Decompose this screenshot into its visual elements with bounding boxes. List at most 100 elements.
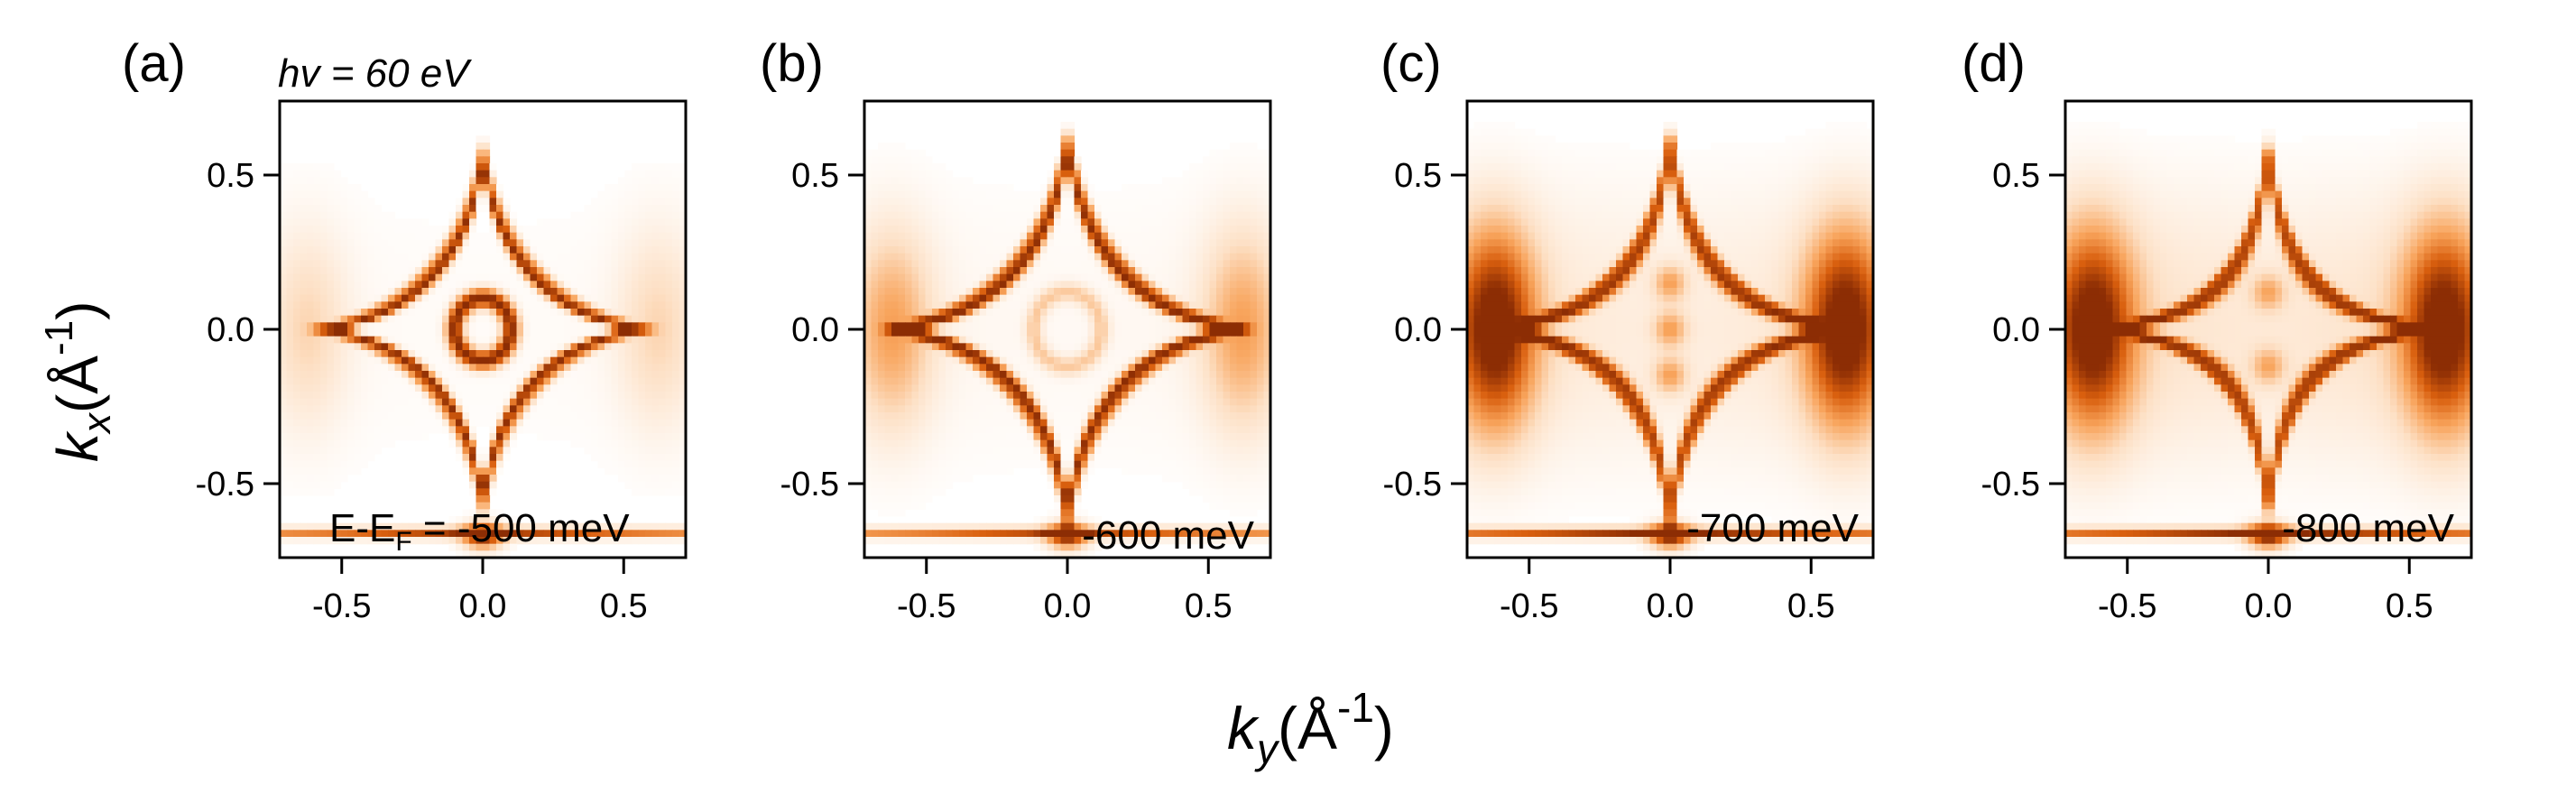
heatmap-cell bbox=[1033, 260, 1041, 268]
heatmap-cell bbox=[925, 309, 933, 317]
heatmap-cell bbox=[1101, 260, 1109, 268]
heatmap-cell bbox=[1263, 288, 1270, 296]
heatmap-cell bbox=[475, 309, 484, 317]
heatmap-cell bbox=[496, 392, 504, 400]
heatmap-cell bbox=[293, 364, 301, 372]
heatmap-cell bbox=[919, 232, 927, 240]
heatmap-cell bbox=[679, 475, 686, 483]
heatmap-cell bbox=[959, 177, 967, 185]
heatmap-cell bbox=[367, 260, 375, 268]
heatmap-cell bbox=[959, 329, 967, 337]
heatmap-cell bbox=[1074, 322, 1082, 330]
heatmap-cell bbox=[1223, 163, 1231, 171]
heatmap-cell bbox=[1209, 356, 1217, 365]
heatmap-cell bbox=[1209, 190, 1217, 198]
heatmap-cell bbox=[679, 218, 686, 226]
heatmap-cell bbox=[577, 273, 586, 282]
heatmap-cell bbox=[979, 336, 987, 344]
heatmap-cell bbox=[1236, 143, 1244, 151]
heatmap-cell bbox=[638, 467, 646, 475]
heatmap-cell bbox=[659, 481, 667, 489]
heatmap-cell bbox=[516, 288, 524, 296]
heatmap-cell bbox=[1243, 149, 1251, 157]
heatmap-cell bbox=[1040, 315, 1048, 323]
heatmap-cell bbox=[1054, 246, 1062, 254]
heatmap-cell bbox=[959, 377, 967, 385]
heatmap-cell bbox=[1203, 184, 1211, 192]
heatmap-cell bbox=[394, 273, 402, 282]
heatmap-cell bbox=[993, 205, 1001, 213]
heatmap-cell bbox=[584, 522, 592, 531]
heatmap-cell bbox=[871, 377, 879, 385]
heatmap-cell bbox=[1182, 343, 1190, 351]
heatmap-cell bbox=[374, 315, 383, 323]
heatmap-cell bbox=[435, 232, 443, 240]
heatmap-cell bbox=[530, 273, 538, 282]
heatmap-cell bbox=[503, 198, 511, 206]
heatmap-cell bbox=[421, 226, 429, 234]
heatmap-cell bbox=[638, 315, 646, 323]
heatmap-cell bbox=[570, 267, 578, 275]
heatmap-cell bbox=[1101, 198, 1109, 206]
heatmap-cell bbox=[510, 226, 518, 234]
heatmap-cell bbox=[327, 253, 335, 261]
heatmap-cell bbox=[354, 246, 362, 254]
heatmap-cell bbox=[884, 149, 892, 157]
heatmap-cell bbox=[475, 267, 484, 275]
heatmap-cell bbox=[402, 350, 410, 358]
heatmap-cell bbox=[550, 273, 559, 282]
heatmap-cell bbox=[1074, 405, 1082, 413]
heatmap-cell bbox=[394, 232, 402, 240]
heatmap-cell bbox=[577, 384, 586, 392]
heatmap-cell bbox=[503, 239, 511, 247]
heatmap-cell bbox=[679, 343, 686, 351]
heatmap-cell bbox=[591, 211, 599, 219]
heatmap-cell bbox=[442, 267, 450, 275]
heatmap-cell bbox=[932, 377, 940, 385]
heatmap-cell bbox=[1114, 371, 1122, 379]
heatmap-cell bbox=[624, 343, 632, 351]
heatmap-cell bbox=[489, 322, 497, 330]
heatmap-cell bbox=[1094, 377, 1103, 385]
heatmap-cell bbox=[1141, 343, 1150, 351]
heatmap-cell bbox=[1006, 315, 1014, 323]
heatmap-cell bbox=[367, 294, 375, 302]
heatmap-cell bbox=[1141, 356, 1150, 365]
heatmap-cell bbox=[911, 288, 919, 296]
heatmap-cell bbox=[973, 246, 981, 254]
heatmap-cell bbox=[530, 253, 538, 261]
heatmap-cell bbox=[659, 170, 667, 178]
heatmap-cell bbox=[905, 301, 913, 309]
heatmap-cell bbox=[1182, 412, 1190, 420]
heatmap-cell bbox=[1257, 232, 1265, 240]
heatmap-cell bbox=[938, 356, 946, 365]
heatmap-cell bbox=[905, 343, 913, 351]
heatmap-cell bbox=[475, 350, 484, 358]
heatmap-cell bbox=[523, 364, 531, 372]
heatmap-cell bbox=[448, 516, 457, 524]
heatmap-cell bbox=[313, 475, 321, 483]
heatmap-cell bbox=[421, 336, 429, 344]
heatmap-cell bbox=[1074, 377, 1082, 385]
heatmap-cell bbox=[973, 260, 981, 268]
heatmap-cell bbox=[1128, 336, 1136, 344]
heatmap-cell bbox=[871, 426, 879, 434]
heatmap-cell bbox=[462, 343, 470, 351]
heatmap-cell bbox=[905, 398, 913, 406]
heatmap-cell bbox=[864, 329, 873, 337]
heatmap-cell bbox=[1236, 177, 1244, 185]
heatmap-cell bbox=[1067, 122, 1076, 130]
heatmap-cell bbox=[489, 516, 497, 524]
heatmap-cell bbox=[898, 329, 906, 337]
heatmap-cell bbox=[624, 530, 632, 538]
heatmap-cell bbox=[354, 447, 362, 455]
heatmap-cell bbox=[286, 419, 294, 427]
heatmap-cell bbox=[959, 253, 967, 261]
heatmap-cell bbox=[367, 205, 375, 213]
heatmap-cell bbox=[347, 433, 355, 441]
heatmap-cell bbox=[1000, 218, 1008, 226]
heatmap-cell bbox=[280, 433, 288, 441]
heatmap-cell bbox=[878, 273, 886, 282]
heatmap-cell bbox=[965, 336, 974, 344]
heatmap-cell bbox=[381, 239, 389, 247]
